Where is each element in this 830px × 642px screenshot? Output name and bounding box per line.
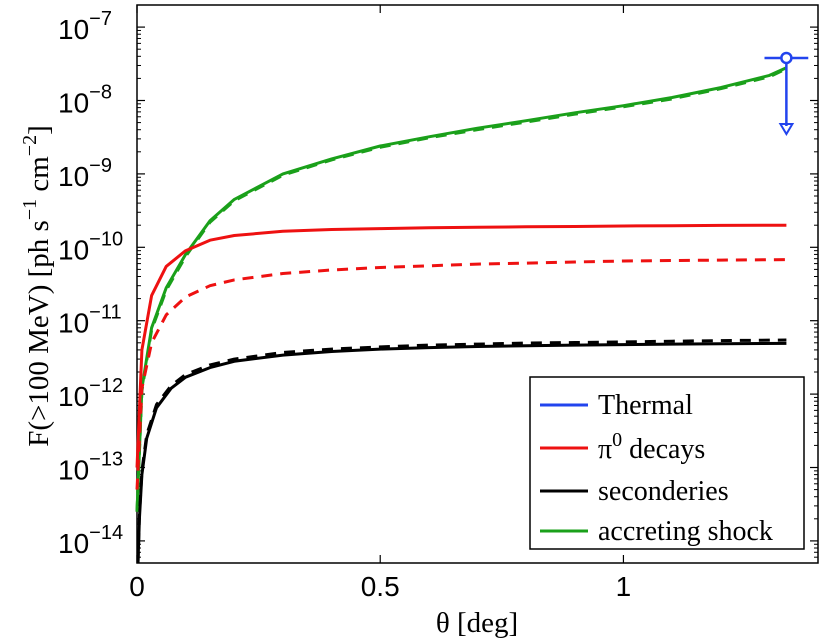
series-line--0-decays [135,223,787,468]
legend-item-seconderies: seconderies [540,476,729,507]
y-tick-label: 10−14 [58,522,123,559]
legend-label-pi0: π0 decays [598,429,705,465]
legend: Thermal π0 decays seconderies accreting … [529,376,805,550]
y-tick-label: 10−8 [58,81,112,118]
thermal-arrow-head [778,123,795,136]
y-axis-label: F(>100 MeV) [ph s−1 cm−2] [19,125,55,447]
x-tick-label: 0.5 [361,571,400,602]
axis-ticks: 0 0.5 1 10−14 10−13 10−12 10−11 10−10 10−9 10−8 10… [58,5,818,602]
legend-label-accreting-shock: accreting shock [598,516,773,547]
legend-item-thermal: Thermal [540,390,693,421]
series-line-seconderies-dashed [136,338,787,564]
thermal-upper-limit [764,51,809,136]
legend-item-accreting-shock: accreting shock [540,516,773,547]
y-tick-label: 10−11 [58,302,122,339]
x-axis-label: θ [deg] [436,607,518,639]
y-tick-label: 10−10 [58,228,123,265]
x-tick-label: 0 [129,571,145,602]
series-line-seconderies [136,341,787,564]
series-line-accreting-shock-dashed [135,67,788,512]
series-line--0-decays-dashed [135,258,787,490]
y-tick-label: 10−13 [58,449,123,486]
legend-label-seconderies: seconderies [598,476,729,507]
y-tick-label: 10−7 [58,8,112,45]
legend-label-thermal: Thermal [598,390,693,421]
y-tick-label: 10−9 [58,155,112,192]
legend-item-pi0-decays: π0 decays [540,429,705,465]
x-tick-label: 1 [616,571,632,602]
thermal-point [780,51,793,65]
y-tick-label: 10−12 [58,375,123,412]
data-series [135,66,788,564]
plot-frame [136,4,819,564]
